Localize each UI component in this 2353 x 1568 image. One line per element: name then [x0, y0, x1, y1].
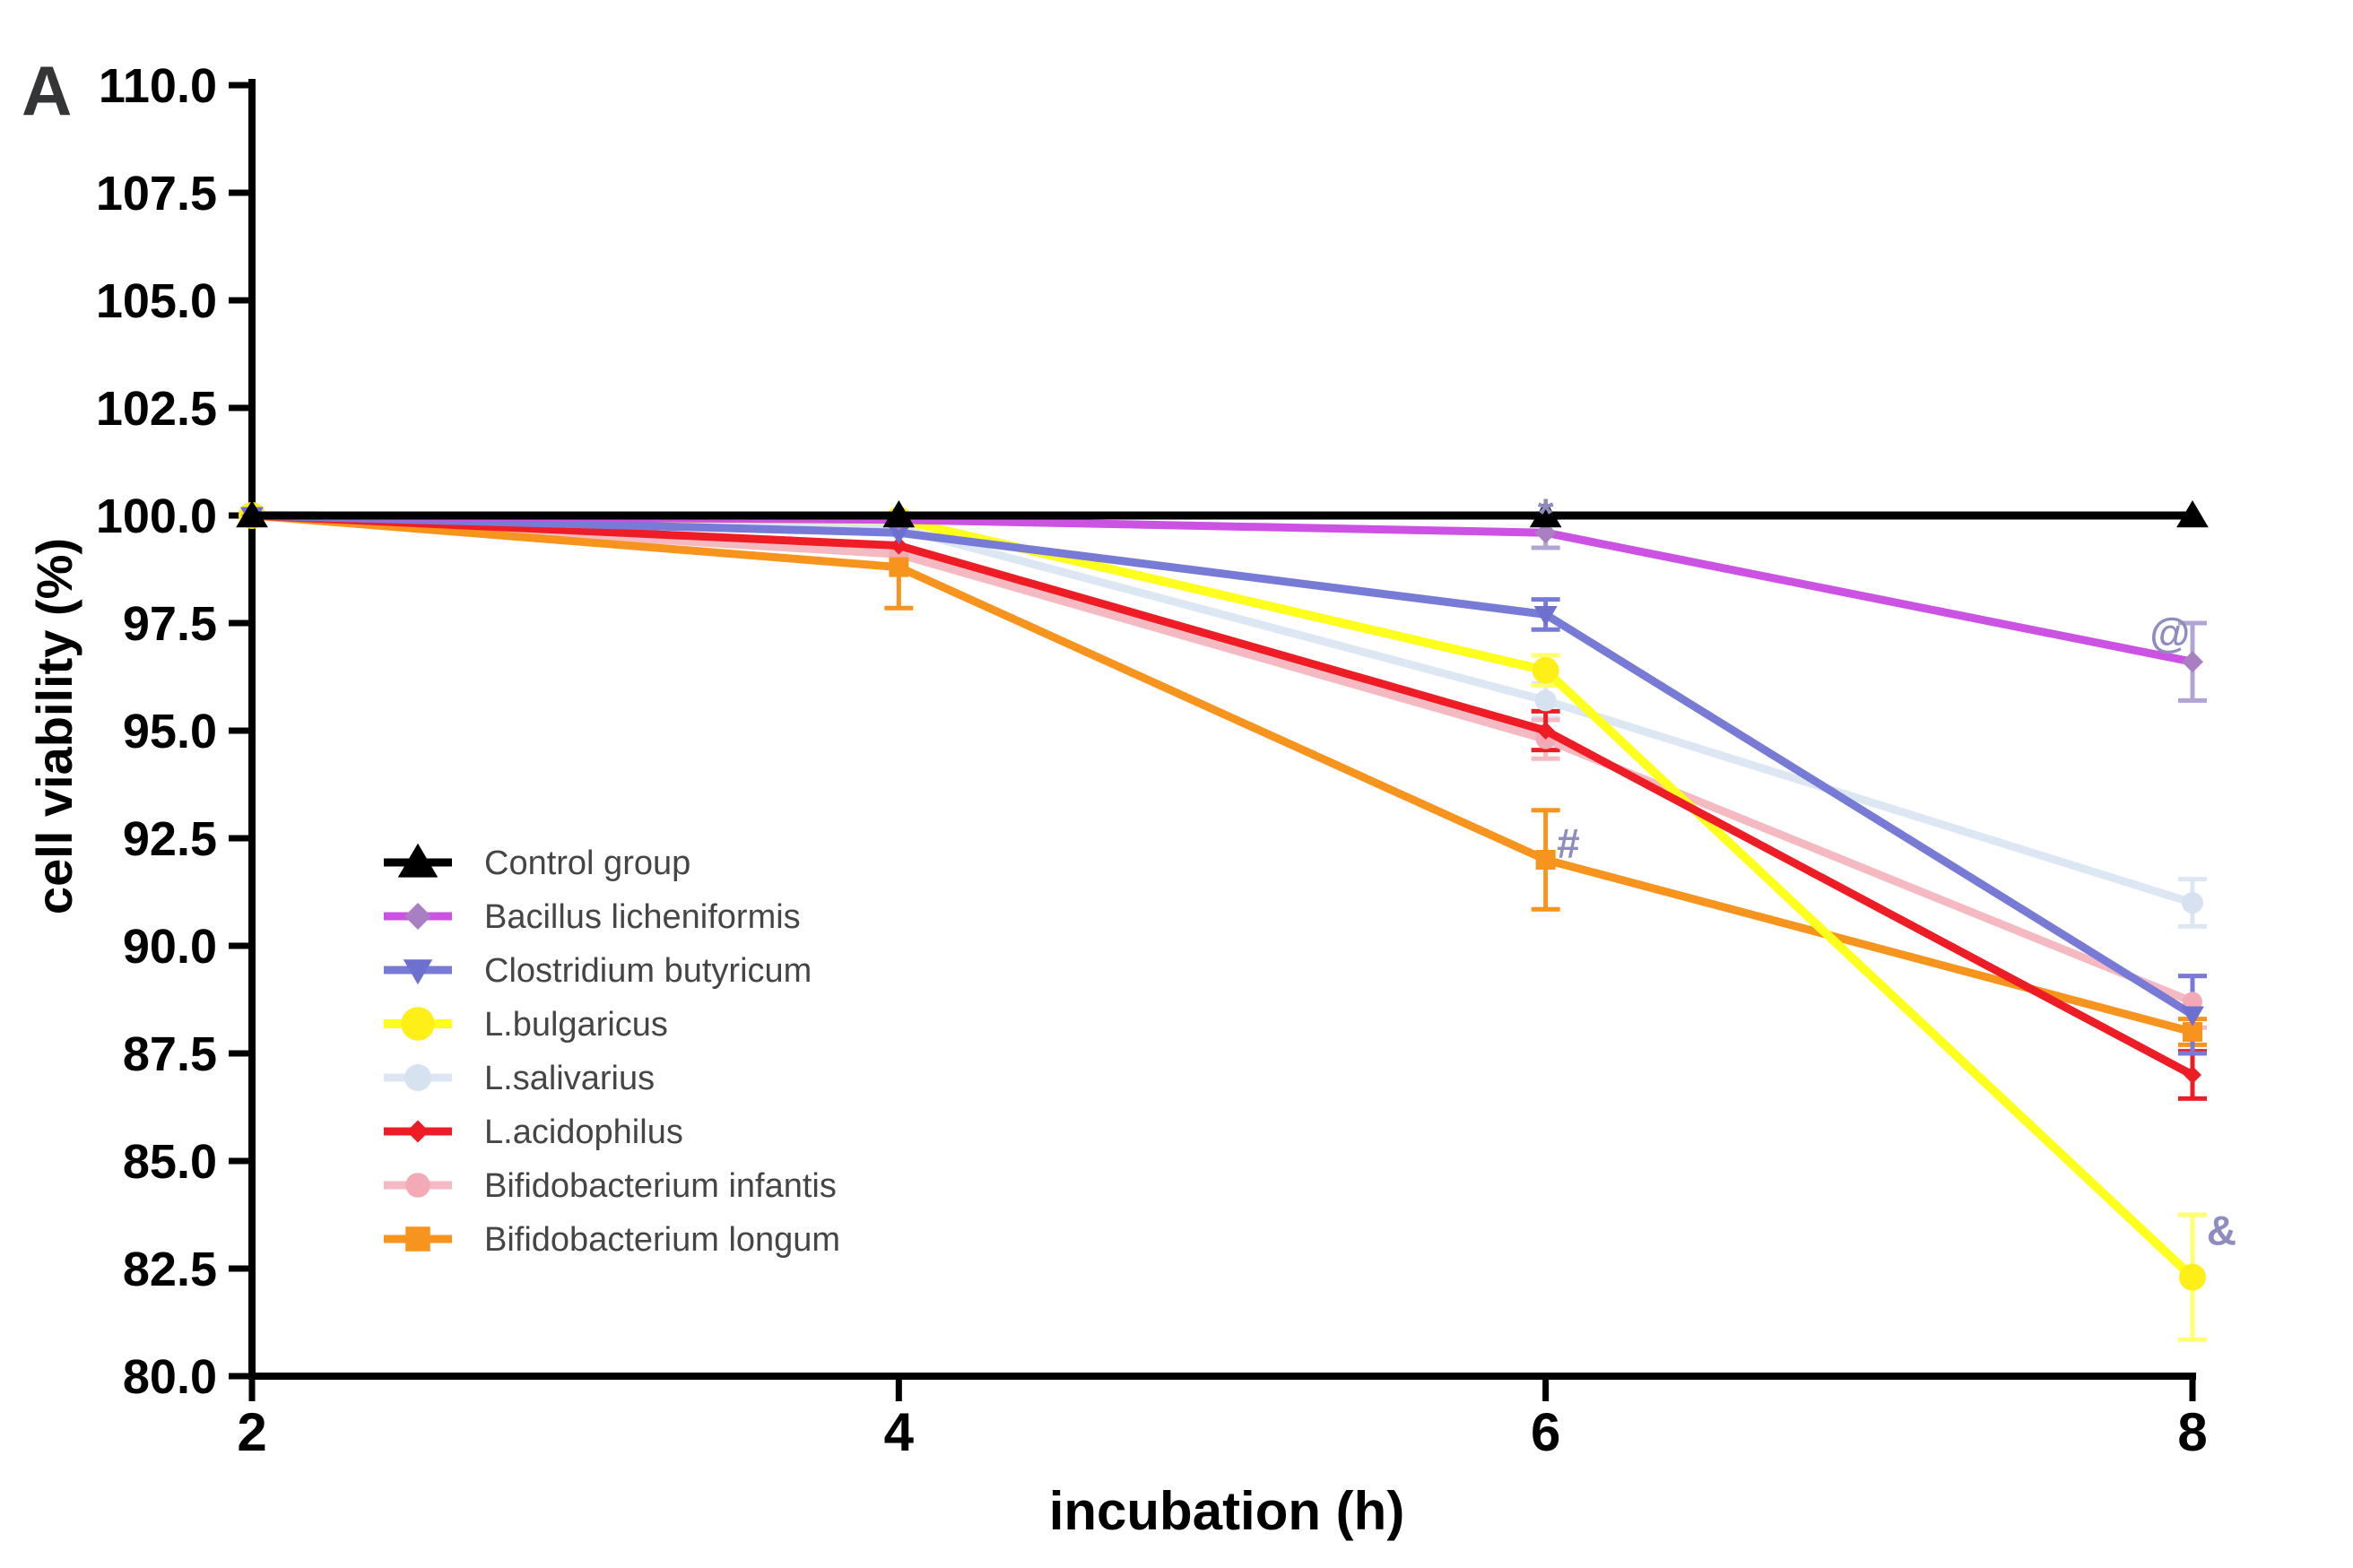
series-clostridium-butyricum — [240, 507, 2204, 1027]
annotations-layer: * # @ & — [1538, 489, 2236, 1253]
series-line-clostridium-butyricum — [247, 511, 2197, 1019]
series-marker-control-group — [236, 500, 268, 528]
y-tick-label: 105.0 — [96, 274, 217, 328]
series-layer — [236, 500, 2209, 1291]
series-marker-bifidobacterium-longum — [2183, 1022, 2202, 1042]
legend-label-l-salivarius: L.salivarius — [484, 1060, 655, 1097]
series-marker-l-salivarius — [2182, 892, 2203, 914]
axes-layer: 80.0 82.5 85.0 87.5 90.0 92.5 95.0 97.5 100.0 102… — [96, 59, 2208, 1462]
legend-marker-clostridium-butyricum — [403, 959, 433, 985]
legend-marker-l-salivarius — [404, 1064, 431, 1091]
significance-annotation-3: @ — [2149, 609, 2190, 655]
legend-marker-bifidobacterium-infantis — [405, 1173, 430, 1198]
series-marker-bifidobacterium-longum — [889, 557, 909, 577]
y-tick-label: 100.0 — [96, 489, 217, 543]
legend-item-l-bulgaricus: L.bulgaricus — [384, 1006, 668, 1044]
legend-item-l-acidophilus: L.acidophilus — [384, 1113, 683, 1151]
legend-item-control-group: Control group — [384, 843, 690, 882]
y-tick-label: 90.0 — [123, 920, 217, 974]
series-marker-control-group — [882, 500, 916, 528]
series-marker-clostridium-butyricum — [2181, 1006, 2204, 1027]
legend-marker-l-acidophilus — [406, 1120, 430, 1143]
legend-label-bacillus-licheniformis: Bacillus licheniformis — [484, 898, 801, 936]
series-marker-clostridium-butyricum — [1533, 606, 1558, 627]
legend-marker-control-group — [397, 843, 438, 878]
series-marker-l-salivarius — [1534, 689, 1557, 712]
y-tick-label: 97.5 — [123, 597, 217, 651]
series-marker-l-bulgaricus — [2179, 1263, 2206, 1291]
panel-label: A — [22, 51, 72, 130]
legend-item-clostridium-butyricum: Clostridium butyricum — [384, 952, 812, 990]
y-tick-label: 92.5 — [123, 812, 217, 866]
series-marker-control-group — [2176, 500, 2209, 528]
y-tick-label: 82.5 — [123, 1243, 217, 1296]
y-tick-label: 107.5 — [96, 167, 217, 221]
series-line-l-acidophilus — [247, 511, 2197, 1079]
series-marker-l-acidophilus — [2184, 1066, 2201, 1084]
series-line-l-bulgaricus — [247, 511, 2197, 1282]
x-tick-label: 8 — [2177, 1402, 2207, 1462]
series-marker-bacillus-licheniformis — [2182, 651, 2203, 673]
legend-label-l-bulgaricus: L.bulgaricus — [484, 1006, 668, 1044]
series-marker-l-acidophilus — [1536, 722, 1555, 740]
significance-annotation-1: * — [1538, 489, 1554, 536]
series-marker-l-bulgaricus — [1532, 656, 1559, 684]
series-marker-l-acidophilus — [890, 536, 908, 555]
legend: Control group Bacillus licheniformis Clost… — [384, 843, 840, 1259]
legend-marker-bacillus-licheniformis — [404, 903, 431, 930]
y-axis-title: cell viability (%) — [26, 538, 82, 914]
series-marker-clostridium-butyricum — [887, 524, 911, 545]
y-tick-label: 95.0 — [123, 705, 217, 758]
legend-label-control-group: Control group — [484, 845, 690, 882]
legend-marker-bifidobacterium-longum — [405, 1226, 430, 1252]
x-tick-label: 2 — [237, 1402, 266, 1462]
y-tick-label: 102.5 — [96, 382, 217, 436]
legend-label-bifidobacterium-infantis: Bifidobacterium infantis — [484, 1167, 837, 1205]
legend-label-clostridium-butyricum: Clostridium butyricum — [484, 952, 812, 990]
legend-label-l-acidophilus: L.acidophilus — [484, 1113, 683, 1151]
x-tick-label: 4 — [884, 1402, 915, 1462]
series-line-bifidobacterium-longum — [247, 511, 2197, 1036]
legend-marker-l-bulgaricus — [401, 1007, 435, 1041]
series-control-group — [236, 500, 2209, 528]
legend-item-l-salivarius: L.salivarius — [384, 1060, 655, 1097]
y-tick-label: 80.0 — [123, 1350, 217, 1404]
y-tick-label: 87.5 — [123, 1027, 217, 1081]
series-line-bifidobacterium-infantis — [247, 511, 2197, 1006]
x-tick-label: 6 — [1531, 1402, 1560, 1462]
series-marker-control-group — [1529, 500, 1562, 528]
y-tick-label: 110.0 — [99, 59, 217, 113]
legend-item-bifidobacterium-longum: Bifidobacterium longum — [384, 1221, 840, 1259]
series-marker-bifidobacterium-longum — [1535, 850, 1556, 870]
legend-item-bifidobacterium-infantis: Bifidobacterium infantis — [384, 1167, 837, 1205]
significance-annotation-4: & — [2207, 1208, 2236, 1254]
legend-item-bacillus-licheniformis: Bacillus licheniformis — [384, 898, 801, 936]
significance-annotation-2: # — [1557, 820, 1580, 867]
y-tick-label: 85.0 — [123, 1135, 217, 1189]
x-axis-title: incubation (h) — [1049, 1481, 1405, 1541]
legend-label-bifidobacterium-longum: Bifidobacterium longum — [484, 1221, 840, 1259]
